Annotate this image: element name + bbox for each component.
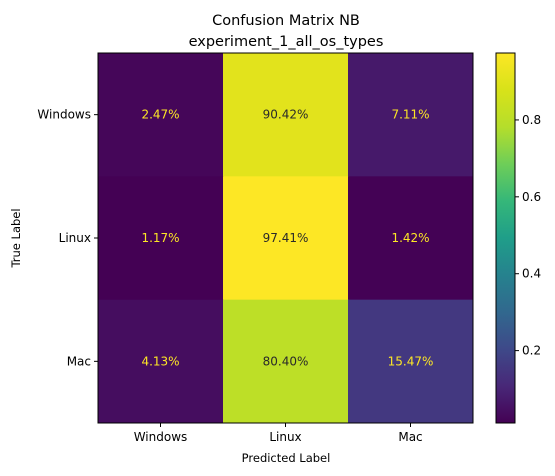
y-axis-ticks: Windows Linux Mac — [37, 108, 98, 368]
x-tick-label: Linux — [269, 430, 301, 444]
colorbar — [495, 52, 516, 424]
colorbar-tick-label: 0.4 — [522, 267, 541, 281]
heatmap-cell-labels: 2.47% 90.42% 7.11% 1.17% 97.41% 1.42% 4.13% 80.… — [141, 108, 433, 369]
cell-value-label: 2.47% — [141, 108, 179, 122]
x-axis-label: Predicted Label — [242, 451, 331, 465]
y-tick-label: Windows — [37, 108, 91, 122]
heatmap-cell — [98, 53, 224, 177]
cell-value-label: 7.11% — [391, 108, 429, 122]
heatmap-cell — [223, 176, 349, 301]
x-tick-label: Mac — [398, 430, 422, 444]
y-tick-label: Linux — [59, 231, 91, 245]
heatmap-cells — [98, 53, 474, 424]
x-axis-ticks: Windows Linux Mac — [134, 423, 423, 444]
cell-value-label: 1.17% — [141, 231, 179, 245]
heatmap-cell — [223, 53, 349, 177]
cell-value-label: 15.47% — [388, 354, 434, 368]
x-tick-label: Windows — [134, 430, 188, 444]
chart-subtitle: experiment_1_all_os_types — [189, 34, 384, 50]
cell-value-label: 97.41% — [263, 231, 309, 245]
cell-value-label: 90.42% — [263, 108, 309, 122]
heatmap-cell — [223, 299, 349, 424]
chart-title: Confusion Matrix NB — [212, 13, 360, 29]
cell-value-label: 80.40% — [263, 354, 309, 368]
colorbar-tick-label: 0.6 — [522, 190, 541, 204]
colorbar-ticks: 0.2 0.4 0.6 0.8 — [515, 113, 541, 358]
heatmap-cell — [348, 176, 474, 301]
y-axis-label: True Label — [9, 208, 23, 268]
colorbar-tick-label: 0.2 — [522, 344, 541, 358]
colorbar-tick-label: 0.8 — [522, 113, 541, 127]
cell-value-label: 4.13% — [141, 354, 179, 368]
heatmap-cell — [348, 299, 474, 424]
y-tick-label: Mac — [67, 354, 91, 368]
heatmap-cell — [98, 299, 224, 424]
heatmap-cell — [348, 53, 474, 177]
cell-value-label: 1.42% — [391, 231, 429, 245]
heatmap-cell — [98, 176, 224, 301]
